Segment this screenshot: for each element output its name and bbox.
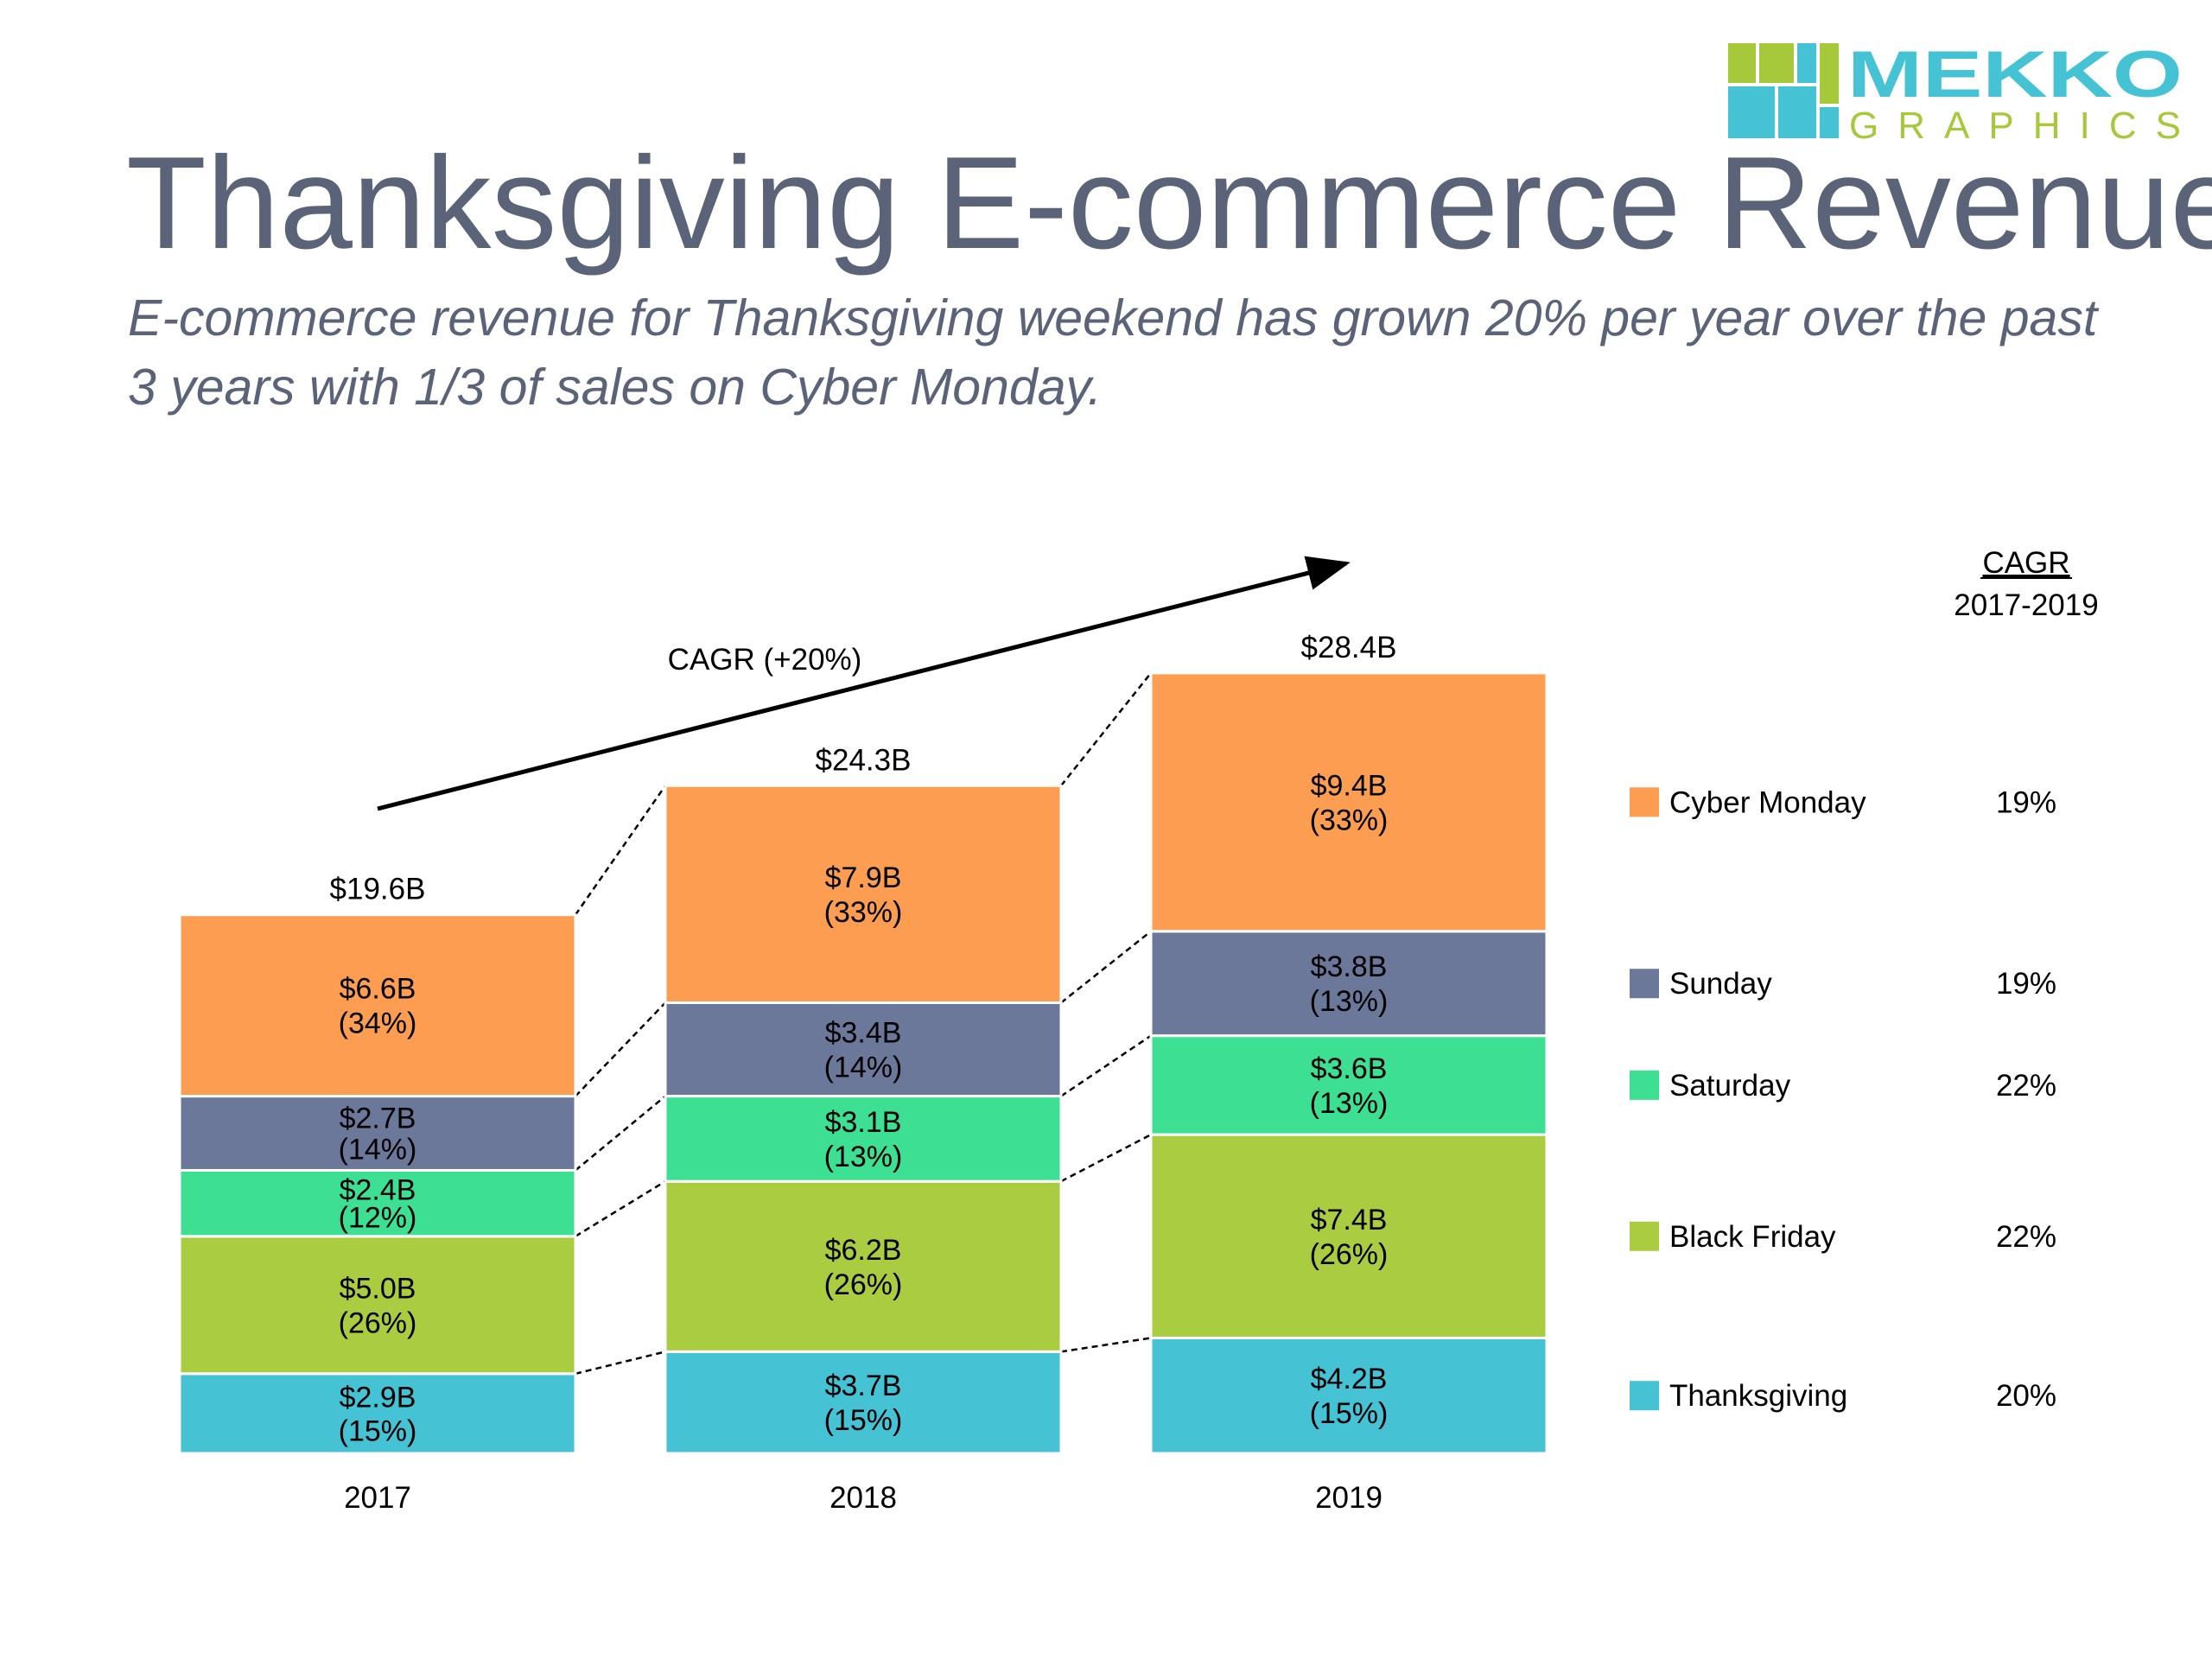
labels-group: $2.9B(15%)$5.0B(26%)$2.4B(12%)$2.7B(14%)…: [330, 631, 1397, 1515]
bar-segment-sunday-2019: [1149, 930, 1548, 1038]
legend-label-saturday: Saturday: [1669, 1069, 1791, 1103]
bar-percent-label: (13%): [1310, 1087, 1389, 1120]
bar-value-label: $4.2B: [1311, 1363, 1388, 1395]
bar-percent-label: (34%): [339, 1007, 417, 1040]
cagr-value-cyber-monday: 19%: [1996, 785, 2056, 819]
page-subtitle: E-commerce revenue for Thanksgiving week…: [128, 289, 2098, 416]
bar-value-label: $2.9B: [340, 1382, 416, 1414]
cagr-value-sunday: 19%: [1996, 967, 2056, 1001]
cagr-value-black-friday: 22%: [1996, 1220, 2056, 1254]
logo-word-mekko: MEKKO: [1847, 43, 2183, 111]
legend-swatch-black-friday: [1630, 1221, 1659, 1251]
logo-block-2: [1759, 43, 1794, 83]
legend-swatch-thanksgiving: [1630, 1381, 1659, 1411]
bar-percent-label: (26%): [339, 1306, 417, 1339]
bar-value-label: $3.7B: [825, 1370, 902, 1402]
logo-block-4: [1820, 43, 1839, 104]
bar-percent-label: (12%): [339, 1202, 417, 1235]
legend-label-black-friday: Black Friday: [1669, 1220, 1836, 1254]
bar-segment-saturday-2019: [1149, 1034, 1548, 1136]
bar-segment-thanksgiving-2019: [1149, 1336, 1548, 1455]
cagr-header-range: 2017-2019: [1954, 588, 2098, 622]
bar-percent-label: (15%): [1310, 1397, 1389, 1430]
logo-block-5: [1728, 86, 1775, 138]
legend-label-sunday: Sunday: [1669, 967, 1772, 1001]
bar-value-label: $2.4B: [340, 1174, 416, 1207]
connector-lines: [574, 672, 1152, 1375]
bars-group: [178, 671, 1548, 1455]
connector-line: [1060, 672, 1152, 787]
bar-percent-label: (13%): [1310, 985, 1389, 1018]
bar-segment-saturday-2017: [178, 1168, 577, 1238]
bar-segment-thanksgiving-2017: [178, 1372, 577, 1455]
bar-percent-label: (15%): [339, 1414, 417, 1447]
bar-segment-sunday-2017: [178, 1095, 577, 1172]
bar-percent-label: (15%): [824, 1404, 903, 1437]
connector-line: [574, 785, 667, 916]
logo-block-3: [1797, 43, 1816, 83]
connector-line: [575, 1351, 666, 1375]
connector-line: [575, 1001, 666, 1097]
logo-block-7: [1820, 107, 1839, 138]
bar-segment-black-friday-2017: [178, 1235, 577, 1376]
bar-segment-black-friday-2019: [1149, 1133, 1548, 1339]
connector-line: [1060, 1337, 1152, 1353]
bar-value-label: $7.9B: [825, 861, 902, 894]
logo-block-1: [1728, 43, 1756, 83]
connector-line: [1060, 1134, 1152, 1183]
bar-percent-label: (13%): [824, 1141, 903, 1173]
bar-total-label: $28.4B: [1301, 631, 1397, 664]
bar-segment-cyber-monday-2017: [178, 913, 577, 1098]
bar-segment-cyber-monday-2018: [664, 784, 1063, 1004]
bar-percent-label: (14%): [824, 1052, 903, 1084]
legend-swatch-cyber-monday: [1630, 787, 1659, 817]
cagr-arrow: [377, 556, 1351, 811]
connector-line: [575, 1180, 666, 1237]
x-tick-label-2017: 2017: [344, 1481, 411, 1515]
bar-value-label: $9.4B: [1311, 769, 1388, 802]
bar-percent-label: (14%): [339, 1134, 417, 1166]
legend-label-thanksgiving: Thanksgiving: [1669, 1379, 1847, 1413]
bar-segment-cyber-monday-2019: [1149, 671, 1548, 933]
legend: Thanksgiving 20% Black Friday 22% Saturday 22…: [1630, 785, 2056, 1413]
bar-value-label: $5.0B: [340, 1272, 416, 1305]
bar-percent-label: (26%): [1310, 1238, 1389, 1271]
page-title: Thanksgiving E-commerce Revenue: [126, 130, 2212, 276]
bar-total-label: $19.6B: [330, 873, 426, 906]
bar-value-label: $7.4B: [1311, 1204, 1388, 1236]
bar-value-label: $6.6B: [340, 973, 416, 1006]
bar-value-label: $3.4B: [825, 1017, 902, 1050]
cagr-value-saturday: 22%: [1996, 1069, 2056, 1103]
x-tick-label-2019: 2019: [1315, 1481, 1382, 1515]
bar-value-label: $3.1B: [825, 1106, 902, 1139]
legend-swatch-saturday: [1630, 1070, 1659, 1100]
mekko-graphics-logo: MEKKO GRAPHICS: [1728, 43, 2183, 143]
bar-segment-thanksgiving-2018: [664, 1350, 1063, 1455]
bar-value-label: $3.6B: [1311, 1052, 1388, 1085]
x-tick-label-2018: 2018: [830, 1481, 897, 1515]
bar-value-label: $3.8B: [1311, 950, 1388, 983]
cagr-annotation: CAGR (+20%): [668, 643, 862, 677]
bar-percent-label: (33%): [1310, 804, 1389, 836]
logo-block-6: [1778, 86, 1816, 138]
connector-line: [1060, 930, 1152, 1004]
bar-value-label: $2.7B: [340, 1102, 416, 1135]
legend-label-cyber-monday: Cyber Monday: [1669, 785, 1866, 819]
bar-percent-label: (33%): [824, 896, 903, 929]
bar-total-label: $24.3B: [816, 743, 912, 777]
connector-line: [1060, 1034, 1152, 1097]
cagr-header-title: CAGR: [1982, 546, 2069, 580]
connector-line: [575, 1095, 666, 1172]
legend-swatch-sunday: [1630, 969, 1659, 999]
cagr-value-thanksgiving: 20%: [1996, 1379, 2056, 1413]
bar-value-label: $6.2B: [825, 1234, 902, 1267]
bar-percent-label: (26%): [824, 1268, 903, 1301]
